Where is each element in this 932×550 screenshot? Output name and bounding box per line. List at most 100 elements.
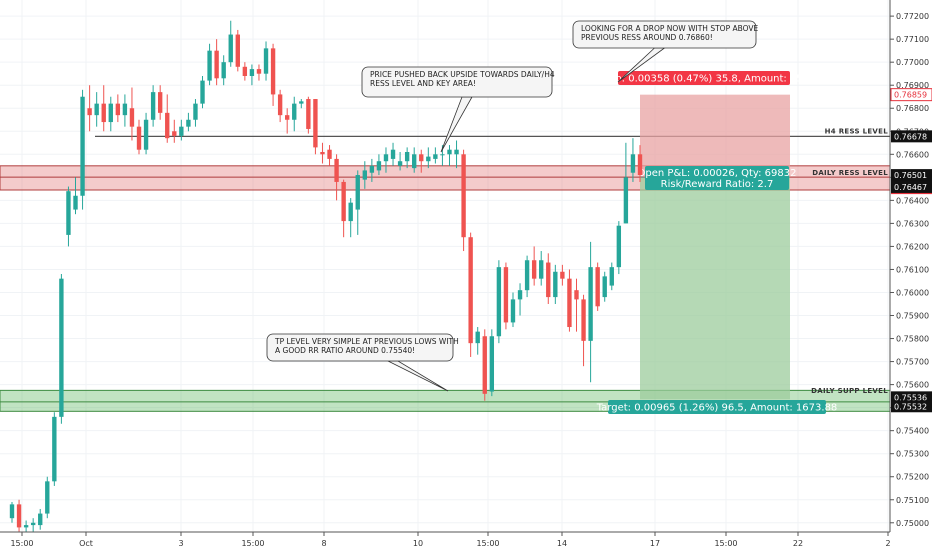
- time-tick-label: 8: [321, 539, 326, 548]
- annotations[interactable]: LOOKING FOR A DROP NOW WITH STOP ABOVEPR…: [266, 20, 759, 392]
- annotation-text: RESS LEVEL AND KEY AREA!: [370, 79, 476, 88]
- candle-body: [59, 278, 64, 417]
- candle-body: [143, 119, 149, 150]
- h4-ress-label: H4 RESS LEVEL: [825, 127, 889, 135]
- candle-body: [588, 267, 593, 341]
- candle-body: [256, 69, 262, 74]
- target-label: Target: 0.00965 (1.26%) 96.5, Amount: 16…: [596, 403, 838, 414]
- candle-body: [87, 108, 92, 116]
- candle-body: [510, 299, 516, 323]
- candle-body: [355, 175, 360, 210]
- target-label-box: [608, 400, 826, 414]
- price-tick-label: 0.75800: [896, 335, 929, 344]
- candle-body: [637, 154, 643, 176]
- candle-body: [581, 299, 586, 341]
- price-tick-label: 0.76400: [896, 196, 929, 205]
- candle-body: [115, 103, 121, 116]
- annotation-callout[interactable]: LOOKING FOR A DROP NOW WITH STOP ABOVEPR…: [572, 20, 759, 83]
- candle-body: [235, 34, 240, 67]
- price-tag-box[interactable]: [891, 169, 932, 182]
- candle-body: [630, 154, 636, 173]
- candle-body: [122, 103, 128, 116]
- annotation-callout[interactable]: TP LEVEL VERY SIMPLE AT PREVIOUS LOWS WI…: [266, 333, 459, 392]
- position-tool[interactable]: Stop: 0.00358 (0.47%) 35.8, Amount: 750 O…: [596, 71, 838, 414]
- candle-body: [447, 149, 452, 155]
- daily-ress-label: DAILY RESS LEVEL: [812, 169, 888, 177]
- candle-body: [362, 170, 367, 180]
- candle-body: [454, 149, 459, 155]
- candle-body: [426, 156, 431, 162]
- candle-body: [341, 181, 346, 222]
- time-axis[interactable]: 15:00 Oct 3 15:00 8 10 15:00 14 17 15:00 22 2: [0, 531, 891, 548]
- candle-body: [186, 119, 191, 127]
- candle-body: [334, 158, 339, 182]
- candle-body: [221, 62, 226, 79]
- time-tick-label: 15:00: [714, 539, 737, 548]
- price-tick-label: 0.75100: [896, 496, 929, 505]
- price-tick-label: 0.76600: [896, 150, 929, 159]
- price-tick-label: 0.76300: [896, 219, 929, 228]
- price-tick-label: 0.76900: [896, 81, 929, 90]
- candle-body: [242, 66, 248, 76]
- candle-body: [101, 103, 106, 123]
- time-tick-label: 14: [557, 539, 567, 548]
- candle-body: [214, 50, 219, 79]
- candle-body: [468, 237, 473, 344]
- candle-body: [383, 154, 389, 162]
- price-tick-label: 0.76000: [896, 288, 929, 297]
- price-tag-box[interactable]: [890, 88, 932, 102]
- candle-body: [263, 48, 269, 74]
- time-tick-label: 17: [650, 539, 660, 548]
- price-tag-box[interactable]: [891, 130, 932, 143]
- candle-body: [30, 522, 36, 526]
- candle-body: [412, 154, 417, 169]
- candle-body: [179, 126, 184, 136]
- time-tick-label: 15:00: [241, 539, 264, 548]
- candle-body: [419, 154, 424, 162]
- candle-body: [73, 195, 78, 210]
- price-tag-label: 0.76467: [894, 183, 927, 192]
- candle-body: [299, 101, 304, 104]
- candle-body: [609, 267, 614, 286]
- stop-label-box: [618, 71, 790, 85]
- candle-body: [172, 131, 177, 136]
- price-tag-box[interactable]: [891, 400, 932, 413]
- price-tag-box[interactable]: [891, 180, 932, 193]
- annotation-text: PREVIOUS RESS AROUND 0.76860!: [581, 33, 713, 42]
- candle-body: [496, 267, 502, 337]
- target-zone[interactable]: [640, 177, 790, 400]
- candle-body: [546, 262, 551, 298]
- candle-body: [348, 202, 353, 222]
- candle-body: [228, 34, 233, 63]
- annotation-text: A GOOD RR RATIO AROUND 0.75540!: [275, 346, 415, 355]
- level-labels: H4 RESS LEVEL DAILY RESS LEVEL DAILY SUPP …: [811, 127, 888, 394]
- open-pnl-box: [645, 166, 789, 190]
- candle-body: [45, 481, 50, 514]
- price-tag-label: 0.76501: [894, 171, 927, 180]
- candle-body: [524, 260, 530, 291]
- candle-body: [165, 112, 170, 139]
- candle-body: [23, 525, 29, 528]
- candle-body: [136, 126, 142, 150]
- price-tick-label: 0.75200: [896, 473, 929, 482]
- candle-body: [475, 331, 480, 344]
- price-axis[interactable]: 0.75000 0.75100 0.75200 0.75300 0.75400 0.755…: [889, 0, 932, 550]
- candle-body: [461, 154, 466, 238]
- candle-body: [433, 154, 438, 159]
- price-tick-label: 0.75300: [896, 450, 929, 459]
- price-tick-label: 0.76100: [896, 265, 929, 274]
- annotation-callout[interactable]: PRICE PUSHED BACK UPSIDE TOWARDS DAILY/H…: [361, 66, 555, 153]
- candle-body: [80, 96, 85, 196]
- candle-body: [66, 191, 71, 235]
- candle-body: [129, 108, 135, 127]
- price-tag-label: 0.75536: [894, 393, 927, 402]
- candle-body: [595, 267, 600, 307]
- candle-body: [567, 278, 572, 328]
- time-tick-label: 3: [178, 539, 183, 548]
- candle-body: [397, 161, 403, 166]
- candle-body: [249, 69, 255, 76]
- price-tag-label: 0.76859: [894, 91, 927, 100]
- stop-zone[interactable]: [640, 94, 790, 178]
